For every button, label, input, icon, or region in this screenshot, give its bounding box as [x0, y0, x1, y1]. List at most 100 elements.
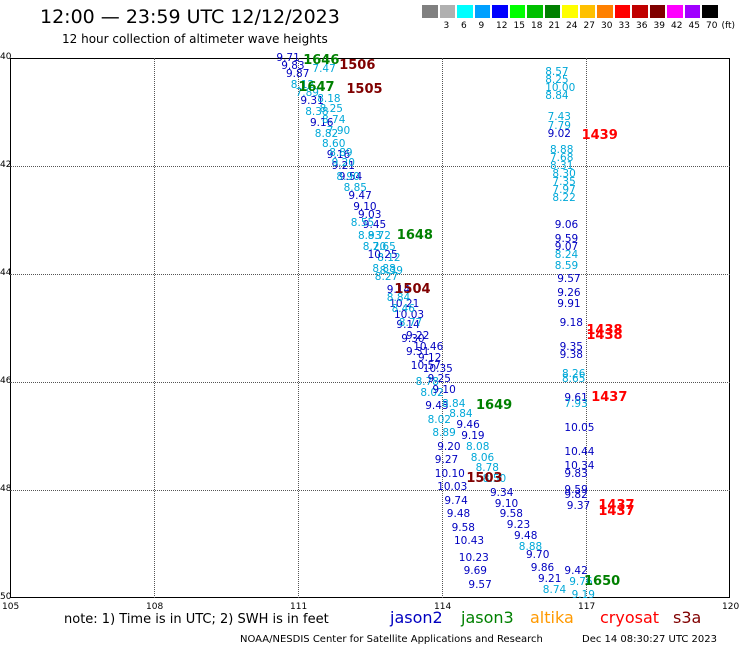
swh-observation: 9.83: [564, 467, 588, 480]
swh-observation: 7.97: [552, 184, 576, 197]
x-tick-label: 111: [290, 602, 308, 612]
swh-observation: 10.10: [434, 467, 465, 480]
legend-value: 33: [618, 21, 630, 31]
swh-observation: 9.19: [461, 430, 485, 442]
legend-s3a: s3a: [673, 608, 702, 627]
swh-observation: 8.90: [336, 170, 360, 183]
swh-observation: 9.91: [557, 297, 581, 310]
map-plot-area: [10, 58, 730, 598]
swh-observation: 9.14: [386, 284, 411, 297]
swh-observation: 10.43: [454, 535, 485, 548]
legend-swatch: [649, 5, 665, 18]
swh-observation: 8.78: [415, 376, 439, 388]
legend-value: 39: [653, 21, 665, 31]
swh-observation: 10.46: [413, 340, 444, 353]
swh-observation: 8.55: [350, 216, 375, 229]
swh-observation: 9.59: [564, 484, 588, 496]
swh-observation: 9.45: [362, 219, 387, 232]
swh-observation: 8.82: [314, 127, 339, 140]
swh-observation: 9.57: [557, 273, 581, 286]
swh-observation: 8.84: [449, 408, 473, 421]
pass-number-label: 1437: [598, 503, 635, 519]
swh-observation: 8.46: [391, 303, 415, 316]
grid-line-horizontal: [10, 382, 730, 383]
y-tick-label: 46: [0, 376, 12, 386]
swh-observation: 7.90: [326, 124, 351, 137]
swh-observation: 9.71: [276, 52, 300, 64]
legend-value: 21: [548, 21, 560, 31]
swh-observation: 9.37: [566, 500, 591, 513]
swh-observation: 8.72: [367, 230, 391, 243]
swh-observation: 8.02: [427, 413, 451, 426]
swh-observation: 10.05: [564, 421, 595, 434]
legend-value: 70: [706, 21, 718, 31]
swh-observation: 8.20: [362, 241, 387, 253]
swh-observation: 8.02: [420, 386, 444, 399]
swh-observation: 10.21: [389, 297, 420, 310]
swh-observation: 9.38: [559, 349, 583, 361]
swh-observation: 7.65: [372, 241, 396, 253]
legend-cryosat: cryosat: [600, 608, 660, 627]
swh-observation: 8.89: [432, 427, 456, 440]
swh-observation: 8.57: [545, 65, 569, 78]
swh-observation: 9.25: [427, 373, 451, 386]
swh-observation: 8.89: [329, 146, 353, 159]
swh-observation: 9.35: [559, 340, 583, 353]
swh-observation: 8.78: [475, 462, 499, 475]
pass-number-label: 1439: [581, 128, 618, 144]
swh-observation: 9.43: [425, 400, 449, 413]
swh-observation: 9.74: [444, 494, 468, 507]
footer-credit: NOAA/NESDIS Center for Satellite Applica…: [240, 634, 543, 645]
swh-observation: 9.61: [564, 392, 588, 405]
swh-observation: 9.26: [557, 286, 581, 299]
swh-observation: 10.25: [367, 249, 398, 262]
swh-observation: 8.24: [554, 249, 579, 262]
swh-observation: 10.44: [564, 446, 595, 459]
swh-observation: 9.19: [571, 589, 595, 602]
swh-observation: 9.57: [468, 578, 492, 591]
pass-number-label: 1647: [298, 79, 335, 95]
legend-value: 30: [601, 21, 613, 31]
legend-value: 42: [671, 21, 683, 31]
x-tick-label: 105: [2, 602, 20, 612]
swh-observation: 7.68: [550, 151, 574, 164]
swh-observation: 9.02: [547, 127, 571, 140]
legend-swatch: [492, 5, 508, 18]
swh-observation: 7.47: [312, 62, 336, 75]
legend-value: 45: [688, 21, 700, 31]
swh-observation: 8.39: [379, 265, 403, 278]
legend-jason2: jason2: [390, 608, 443, 627]
swh-observation: 8.18: [317, 92, 341, 105]
swh-observation: 9.82: [564, 489, 588, 502]
swh-observation: 8.85: [343, 181, 367, 194]
swh-observation: 9.06: [554, 219, 579, 232]
swh-observation: 9.10: [494, 497, 519, 510]
legend-swatch: [439, 5, 455, 18]
swh-observation: 7.93: [564, 397, 588, 410]
swh-observation: 9.42: [564, 565, 588, 577]
swh-observation: 9.23: [506, 519, 531, 532]
swh-observation: 8.60: [322, 138, 346, 151]
map-subtitle: 12 hour collection of altimeter wave hei…: [62, 32, 328, 46]
swh-observation: 9.76: [569, 575, 593, 588]
pass-number-label: 1648: [396, 228, 433, 244]
swh-observation: 9.70: [526, 548, 550, 561]
swh-observation: 8.27: [374, 270, 399, 283]
swh-observation: 9.59: [554, 232, 579, 245]
legend-swatch: [544, 5, 560, 18]
legend-swatch: [457, 5, 473, 18]
swh-observation: 9.16: [326, 149, 351, 162]
swh-observation: 9.14: [396, 319, 420, 332]
swh-observation: 9.22: [406, 330, 430, 343]
legend-value: 12: [496, 21, 508, 31]
swh-observation: 9.48: [446, 508, 471, 521]
grid-line-horizontal: [10, 274, 730, 275]
swh-observation: 8.74: [542, 583, 567, 596]
swh-observation: 9.20: [437, 440, 461, 453]
pass-number-label: 1503: [466, 471, 503, 487]
swh-observation: 9.58: [499, 508, 523, 521]
legend-swatch: [597, 5, 613, 18]
swh-observation: 10.03: [437, 481, 468, 494]
legend-value: 9: [478, 21, 485, 31]
